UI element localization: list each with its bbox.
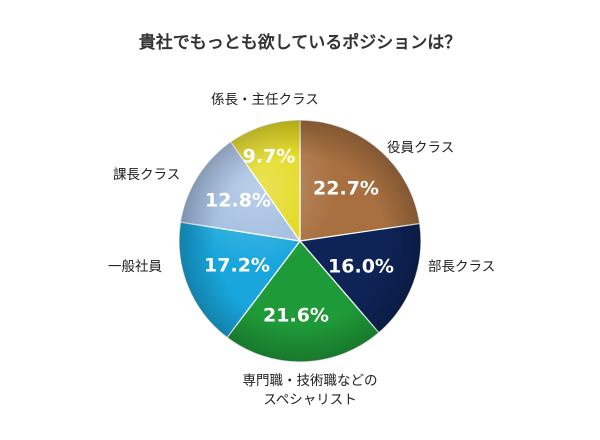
slice-percentage-label: 17.2% (204, 255, 270, 277)
slice-percentage-label: 21.6% (263, 305, 329, 327)
slice-category-label: 部長クラス (428, 259, 495, 275)
slice-percentage-label: 9.7% (243, 146, 296, 168)
slice-category-label: 課長クラス (113, 167, 180, 183)
chart-title: 貴社でもっとも欲しているポジションは？ (139, 32, 462, 53)
slice-percentage-label: 16.0% (328, 256, 394, 278)
slice-category-label: 一般社員 (108, 259, 162, 275)
slice-percentage-label: 12.8% (205, 190, 271, 212)
slice-category-label: 専門職・技術職などのスペシャリスト (243, 373, 378, 408)
slice-percentage-label: 22.7% (313, 178, 379, 200)
pie-gloss (179, 120, 421, 362)
slice-category-label: 役員クラス (387, 140, 454, 156)
percentage-labels: 22.7% 16.0% 21.6% 17.2% 12.8% 9.7% (204, 146, 394, 327)
pie-slices (178, 119, 422, 363)
slice-category-label: 係長・主任クラス (211, 92, 319, 108)
